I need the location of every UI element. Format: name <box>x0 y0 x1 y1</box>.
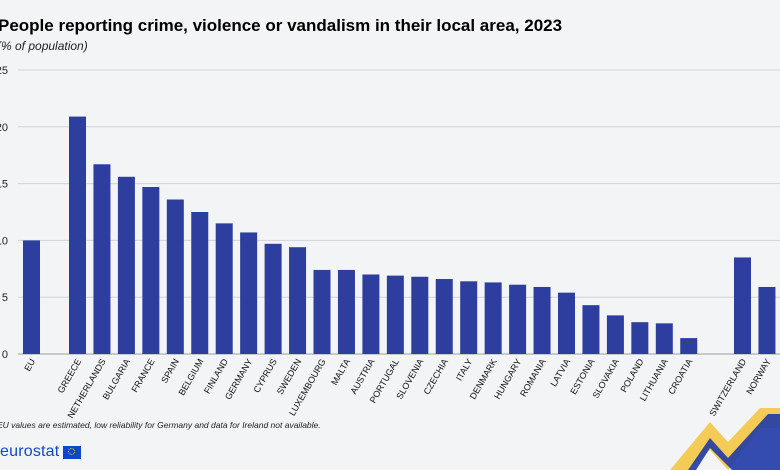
x-tick-label: ITALY <box>454 357 475 383</box>
page-title: People reporting crime, violence or vand… <box>0 16 563 35</box>
bar-netherlands <box>93 164 111 354</box>
bar-hungary <box>509 284 527 354</box>
bar-finland <box>215 223 233 354</box>
bar-latvia <box>558 292 575 354</box>
eurostat-logo: eurostat <box>0 443 82 461</box>
bar-romania <box>533 286 551 354</box>
brand-chevron-decoration <box>670 408 780 470</box>
bar-germany <box>240 232 258 354</box>
bar-croatia <box>680 338 698 354</box>
bar-portugal <box>386 275 404 354</box>
footnote: EU values are estimated, low reliability… <box>0 420 321 430</box>
y-tick-label: 20 <box>0 122 8 134</box>
bar-bulgaria <box>117 176 135 354</box>
x-tick-label: BELGIUM <box>177 357 206 397</box>
x-tick-label: MALTA <box>329 357 352 387</box>
bar-cyprus <box>264 243 282 354</box>
bar-czechia <box>435 279 453 354</box>
y-tick-label: 0 <box>2 349 8 361</box>
bar-poland <box>631 322 649 354</box>
bar-spain <box>166 199 184 354</box>
x-tick-label: FRANCE <box>129 357 156 394</box>
x-tick-label: SPAIN <box>159 357 181 385</box>
y-tick-label: 15 <box>0 179 8 191</box>
x-tick-label: CZECHIA <box>422 357 450 396</box>
bar-italy <box>460 281 478 354</box>
bar-denmark <box>484 282 502 354</box>
y-tick-label: 25 <box>0 65 8 77</box>
bar-switzerland <box>734 257 751 354</box>
x-tick-label: POLAND <box>618 357 645 394</box>
bar-sweden <box>289 247 307 354</box>
eu-flag-icon <box>63 445 82 459</box>
bar-norway <box>758 286 776 354</box>
bar-austria <box>362 274 380 354</box>
bar-greece <box>69 116 86 355</box>
y-tick-label: 5 <box>2 292 8 304</box>
bar-slovenia <box>411 276 429 354</box>
bar-lithuania <box>655 323 673 354</box>
x-tick-label: LATVIA <box>548 357 572 388</box>
x-tick-label: GREECE <box>56 357 84 395</box>
logo-text: eurostat <box>0 443 60 460</box>
bar-slovakia <box>606 315 624 354</box>
bar-estonia <box>582 305 600 354</box>
bar-france <box>142 187 160 354</box>
bar-luxembourg <box>313 269 331 354</box>
page-subtitle: (% of population) <box>0 39 88 53</box>
x-tick-label: CYPRUS <box>251 357 278 394</box>
y-tick-label: 10 <box>0 235 8 247</box>
x-tick-label: EU <box>22 357 37 373</box>
bar-eu <box>23 240 40 354</box>
bar-malta <box>337 269 355 354</box>
bar-belgium <box>191 212 209 354</box>
